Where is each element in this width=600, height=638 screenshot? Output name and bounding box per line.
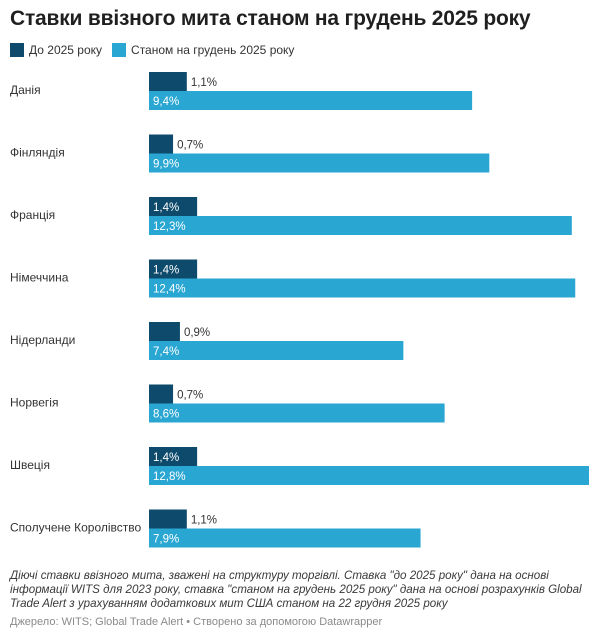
- chart-notes: Діючі ставки ввізного мита, зважені на с…: [10, 569, 582, 610]
- bar: [149, 153, 490, 173]
- bar: [149, 384, 174, 404]
- legend-swatch-dec-2025: [112, 43, 127, 57]
- data-label: 7,9%: [153, 534, 179, 546]
- data-label: 7,4%: [153, 346, 179, 358]
- bar: [149, 216, 572, 235]
- legend: До 2025 року Станом на грудень 2025 року: [10, 43, 304, 57]
- data-label: 9,4%: [153, 96, 179, 108]
- data-label: 12,3%: [153, 221, 186, 233]
- bar: [149, 197, 198, 216]
- legend-item-dec-2025: Станом на грудень 2025 року: [112, 43, 294, 57]
- bar: [149, 134, 174, 154]
- category-label: Нідерланди: [10, 333, 75, 347]
- category-label: Німеччина: [10, 271, 69, 285]
- bar: [149, 528, 421, 548]
- bar: [149, 278, 576, 298]
- data-label: 12,8%: [153, 471, 186, 483]
- data-label: 1,4%: [153, 265, 179, 277]
- category-label: Франція: [10, 208, 55, 222]
- data-label: 12,4%: [153, 284, 186, 296]
- bar: [149, 72, 187, 91]
- legend-label-before-2025: До 2025 року: [29, 43, 103, 57]
- bar: [149, 466, 589, 485]
- data-label: 0,7%: [177, 390, 203, 402]
- chart-source: Джерело: WITS; Global Trade Alert • Ство…: [10, 616, 383, 628]
- category-label: Швеція: [10, 458, 50, 472]
- category-label: Фінляндія: [10, 146, 65, 160]
- data-label: 1,1%: [191, 77, 217, 89]
- category-label: Норвегія: [10, 396, 58, 410]
- legend-item-before-2025: До 2025 року: [10, 43, 102, 57]
- category-label: Сполучене Королівство: [10, 521, 142, 535]
- bar: [149, 259, 198, 279]
- legend-label-dec-2025: Станом на грудень 2025 року: [131, 43, 295, 57]
- category-label: Данія: [10, 83, 41, 97]
- chart-title: Ставки ввізного мита станом на грудень 2…: [10, 7, 531, 30]
- bar-chart: Данія 1,1% 9,4% Фінляндія 0,7% 9,9% Франція 1,4…: [10, 72, 589, 548]
- bar: [149, 341, 404, 360]
- data-label: 8,6%: [153, 409, 179, 421]
- bar: [149, 322, 180, 341]
- data-label: 9,9%: [153, 159, 179, 171]
- legend-swatch-before-2025: [10, 43, 24, 57]
- bar: [149, 509, 187, 529]
- bar: [149, 403, 445, 423]
- data-label: 1,4%: [153, 202, 179, 214]
- data-label: 1,4%: [153, 452, 179, 464]
- bar: [149, 447, 198, 466]
- data-label: 1,1%: [191, 515, 217, 527]
- bar: [149, 91, 473, 110]
- data-label: 0,7%: [177, 140, 203, 152]
- data-label: 0,9%: [184, 327, 210, 339]
